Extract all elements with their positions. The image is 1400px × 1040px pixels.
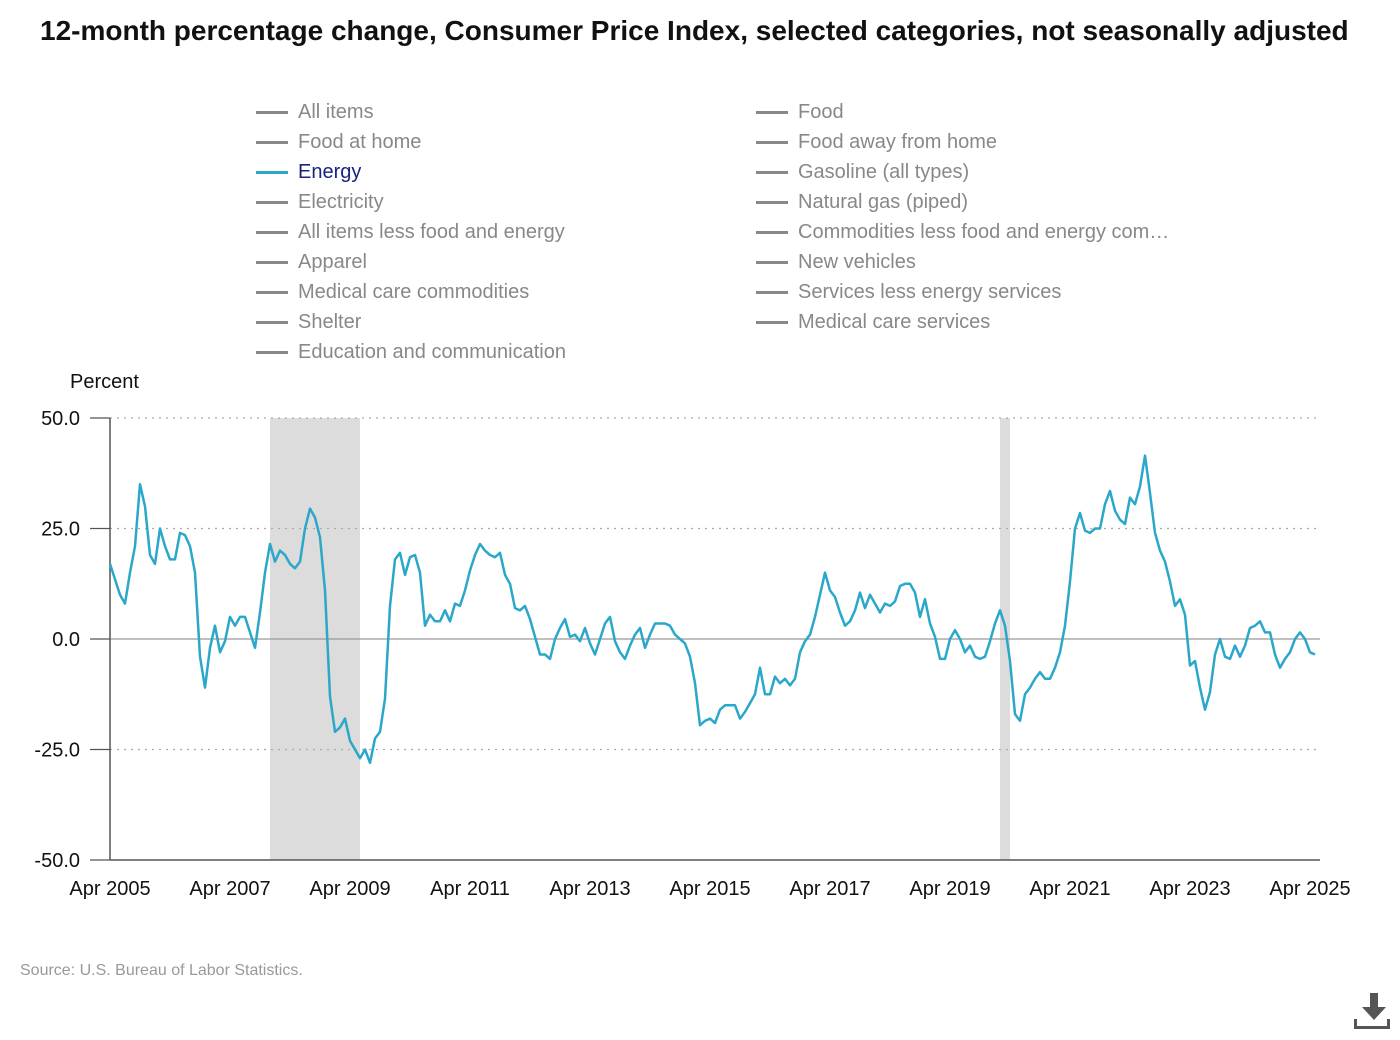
legend-item-medical-care-commodities[interactable]: Medical care commodities (256, 278, 529, 306)
legend-item-apparel[interactable]: Apparel (256, 248, 367, 276)
legend-swatch (756, 170, 788, 174)
legend-swatch (256, 320, 288, 324)
grid-lines (110, 417, 1320, 751)
legend-swatch (256, 140, 288, 144)
legend-item-all-items[interactable]: All items (256, 98, 374, 126)
legend-item-medical-care-services[interactable]: Medical care services (756, 308, 990, 336)
x-tick-label: Apr 2023 (1149, 878, 1230, 900)
download-button[interactable] (1350, 990, 1394, 1034)
y-tick-label: -50.0 (34, 850, 80, 872)
x-tick-label: Apr 2009 (309, 878, 390, 900)
legend-item-food-at-home[interactable]: Food at home (256, 128, 421, 156)
series-lines (108, 454, 1316, 765)
legend-swatch (256, 350, 288, 354)
legend-swatch (756, 260, 788, 264)
download-icon (1354, 993, 1390, 1029)
y-tick-label: 0.0 (52, 629, 80, 651)
legend-swatch (756, 200, 788, 204)
legend-item-new-vehicles[interactable]: New vehicles (756, 248, 916, 276)
legend-swatch (256, 230, 288, 234)
legend-swatch (756, 110, 788, 114)
y-tick-label: 50.0 (41, 408, 80, 430)
axes: 50.0 25.0 0.0 -25.0 -50.0 Apr 2005 Apr 2007 Apr… (34, 408, 1350, 900)
x-tick-label: Apr 2019 (909, 878, 990, 900)
chart-title: 12-month percentage change, Consumer Pri… (40, 15, 1349, 46)
legend-item-energy[interactable]: Energy (256, 158, 361, 186)
x-tick-label: Apr 2007 (189, 878, 270, 900)
x-tick-label: Apr 2011 (430, 878, 510, 900)
legend-item-natural-gas-piped[interactable]: Natural gas (piped) (756, 188, 968, 216)
x-tick-label: Apr 2015 (669, 878, 750, 900)
y-axis-label: Percent (70, 371, 139, 393)
source-note: Source: U.S. Bureau of Labor Statistics. (20, 962, 303, 979)
legend-swatch (256, 170, 288, 174)
legend-item-commodities-less-food-and-energy-com[interactable]: Commodities less food and energy com… (756, 218, 1169, 246)
x-tick-label: Apr 2005 (69, 878, 150, 900)
legend-swatch (256, 290, 288, 294)
legend-swatch (256, 200, 288, 204)
legend-swatch (756, 320, 788, 324)
legend-swatch (756, 290, 788, 294)
y-tick-label: -25.0 (34, 740, 80, 762)
legend-item-gasoline-all-types[interactable]: Gasoline (all types) (756, 158, 969, 186)
chart-area: Percent 50.0 25.0 0.0 -25.0 -50.0 Apr 2005 Apr… (34, 371, 1350, 900)
legend-swatch (756, 230, 788, 234)
legend-item-shelter[interactable]: Shelter (256, 308, 361, 336)
legend-swatch (756, 140, 788, 144)
x-tick-label: Apr 2021 (1029, 878, 1110, 900)
x-tick-label: Apr 2025 (1269, 878, 1350, 900)
x-tick-label: Apr 2017 (789, 878, 870, 900)
series-line-energy[interactable] (108, 454, 1316, 765)
legend-item-services-less-energy-services[interactable]: Services less energy services (756, 278, 1061, 306)
legend-item-all-items-less-food-and-energy[interactable]: All items less food and energy (256, 218, 565, 246)
y-tick-label: 25.0 (41, 519, 80, 541)
legend-swatch (256, 260, 288, 264)
legend-item-education-and-communication[interactable]: Education and communication (256, 338, 566, 366)
legend-swatch (256, 110, 288, 114)
legend-item-food-away-from-home[interactable]: Food away from home (756, 128, 997, 156)
x-tick-label: Apr 2013 (549, 878, 630, 900)
legend-item-electricity[interactable]: Electricity (256, 188, 384, 216)
legend-item-food[interactable]: Food (756, 98, 844, 126)
